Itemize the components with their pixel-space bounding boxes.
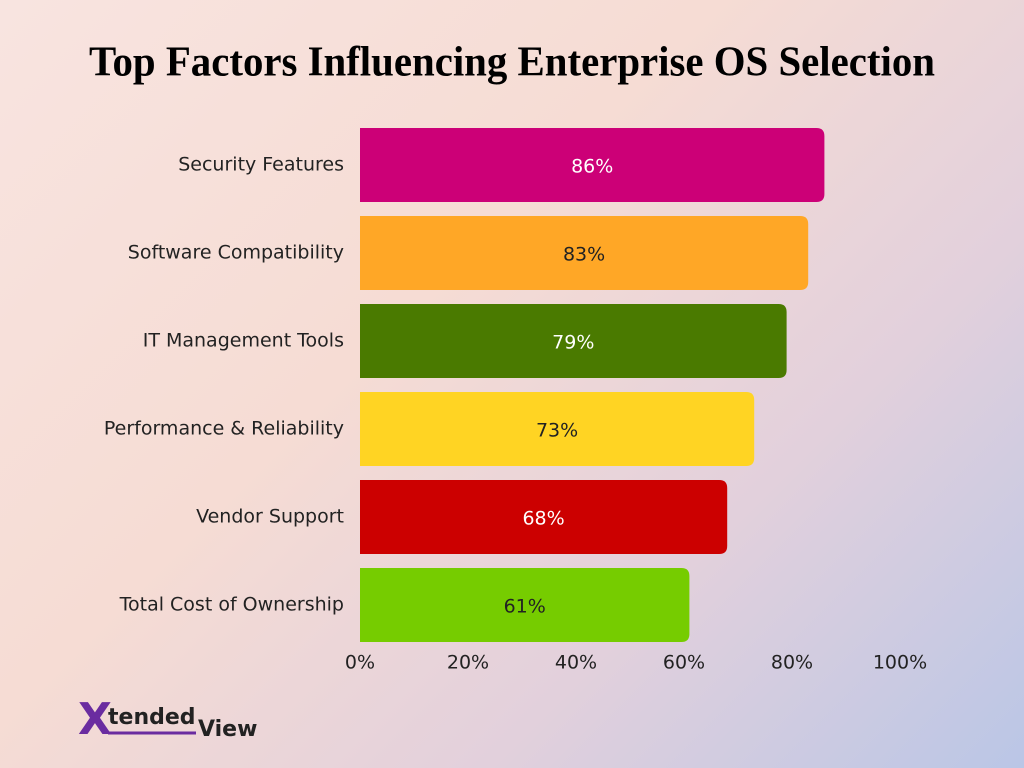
value-label: 68% [522,508,564,530]
value-label: 83% [563,244,605,266]
logo-suffix: View [198,717,257,742]
bar [360,304,787,378]
logo: X tended View [78,694,257,745]
bar [360,568,690,642]
x-tick-label: 100% [873,652,927,674]
bar [360,128,825,202]
value-label: 61% [504,596,546,618]
x-tick-label: 60% [663,652,705,674]
x-tick-label: 40% [555,652,597,674]
category-label: Vendor Support [196,506,344,528]
logo-mark: X [78,694,112,745]
bar [360,216,809,290]
category-label: IT Management Tools [143,330,344,352]
x-tick-label: 20% [447,652,489,674]
value-label: 86% [571,156,613,178]
value-label: 79% [552,332,594,354]
bar [360,480,728,554]
x-tick-label: 80% [771,652,813,674]
x-tick-label: 0% [345,652,375,674]
category-label: Performance & Reliability [104,418,344,440]
bar [360,392,755,466]
category-label: Security Features [178,154,344,176]
category-label: Total Cost of Ownership [119,594,344,616]
value-label: 73% [536,420,578,442]
logo-text: tended [108,705,196,730]
chart-title: Top Factors Influencing Enterprise OS Se… [89,40,935,86]
category-label: Software Compatibility [128,242,344,264]
